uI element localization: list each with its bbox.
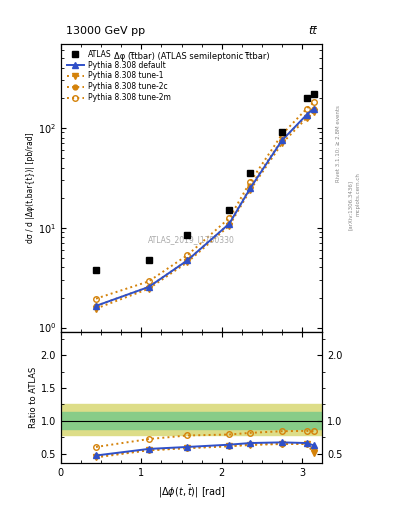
- Line: Pythia 8.308 tune-1: Pythia 8.308 tune-1: [93, 109, 316, 311]
- Pythia 8.308 tune-2c: [227, 221, 232, 227]
- Pythia 8.308 default: [227, 221, 232, 227]
- Pythia 8.308 tune-1: [311, 109, 316, 115]
- Pythia 8.308 tune-2c: [185, 258, 189, 264]
- Pythia 8.308 default: [248, 185, 253, 191]
- Pythia 8.308 tune-2m: [146, 279, 151, 285]
- Pythia 8.308 tune-1: [185, 259, 189, 265]
- Line: Pythia 8.308 tune-2m: Pythia 8.308 tune-2m: [93, 100, 316, 302]
- Text: tt̅: tt̅: [308, 26, 317, 36]
- X-axis label: $|\Delta\phi(t,\bar{t})|$ [rad]: $|\Delta\phi(t,\bar{t})|$ [rad]: [158, 484, 226, 500]
- ATLAS: [94, 267, 98, 273]
- Y-axis label: Ratio to ATLAS: Ratio to ATLAS: [29, 367, 38, 429]
- Pythia 8.308 tune-2c: [311, 106, 316, 112]
- Line: Pythia 8.308 default: Pythia 8.308 default: [93, 106, 316, 309]
- Pythia 8.308 default: [185, 258, 189, 264]
- Pythia 8.308 default: [146, 284, 151, 290]
- Pythia 8.308 tune-1: [248, 187, 253, 193]
- Pythia 8.308 tune-1: [304, 115, 309, 121]
- Pythia 8.308 tune-2m: [279, 132, 284, 138]
- Pythia 8.308 tune-2c: [94, 303, 98, 309]
- Text: Rivet 3.1.10; ≥ 2.8M events: Rivet 3.1.10; ≥ 2.8M events: [336, 105, 341, 182]
- Pythia 8.308 tune-2c: [248, 183, 253, 189]
- ATLAS: [227, 207, 232, 213]
- ATLAS: [311, 91, 316, 97]
- Pythia 8.308 tune-1: [279, 140, 284, 146]
- Line: ATLAS: ATLAS: [92, 90, 317, 273]
- Legend: ATLAS, Pythia 8.308 default, Pythia 8.308 tune-1, Pythia 8.308 tune-2c, Pythia 8: ATLAS, Pythia 8.308 default, Pythia 8.30…: [65, 47, 173, 104]
- Pythia 8.308 tune-1: [227, 223, 232, 229]
- Pythia 8.308 tune-2m: [94, 295, 98, 302]
- Pythia 8.308 tune-2m: [185, 252, 189, 259]
- Text: [arXiv:1306.3436]: [arXiv:1306.3436]: [348, 180, 353, 230]
- Pythia 8.308 tune-2c: [146, 284, 151, 290]
- Line: Pythia 8.308 tune-2c: Pythia 8.308 tune-2c: [94, 106, 316, 308]
- Pythia 8.308 tune-2c: [279, 137, 284, 143]
- ATLAS: [185, 232, 189, 238]
- Pythia 8.308 tune-1: [146, 286, 151, 292]
- Pythia 8.308 default: [279, 137, 284, 143]
- Pythia 8.308 tune-2c: [304, 114, 309, 120]
- Text: 13000 GeV pp: 13000 GeV pp: [66, 26, 145, 36]
- Pythia 8.308 default: [94, 303, 98, 309]
- Text: Δφ (t̅tbar) (ATLAS semileptonic t̅tbar): Δφ (t̅tbar) (ATLAS semileptonic t̅tbar): [114, 52, 269, 61]
- Pythia 8.308 tune-2m: [311, 99, 316, 105]
- Text: ATLAS_2019_I1750330: ATLAS_2019_I1750330: [148, 236, 235, 244]
- Pythia 8.308 default: [304, 112, 309, 118]
- ATLAS: [279, 130, 284, 136]
- ATLAS: [248, 170, 253, 177]
- Text: mcplots.cern.ch: mcplots.cern.ch: [356, 173, 361, 217]
- Pythia 8.308 tune-2m: [227, 215, 232, 221]
- Pythia 8.308 tune-1: [94, 306, 98, 312]
- Pythia 8.308 tune-2m: [304, 106, 309, 112]
- Pythia 8.308 tune-2m: [248, 179, 253, 185]
- Pythia 8.308 default: [311, 106, 316, 112]
- ATLAS: [146, 257, 151, 263]
- Y-axis label: dσ / d |Δφ(t,bar{t})| [pb/rad]: dσ / d |Δφ(t,bar{t})| [pb/rad]: [26, 133, 35, 243]
- ATLAS: [304, 95, 309, 101]
